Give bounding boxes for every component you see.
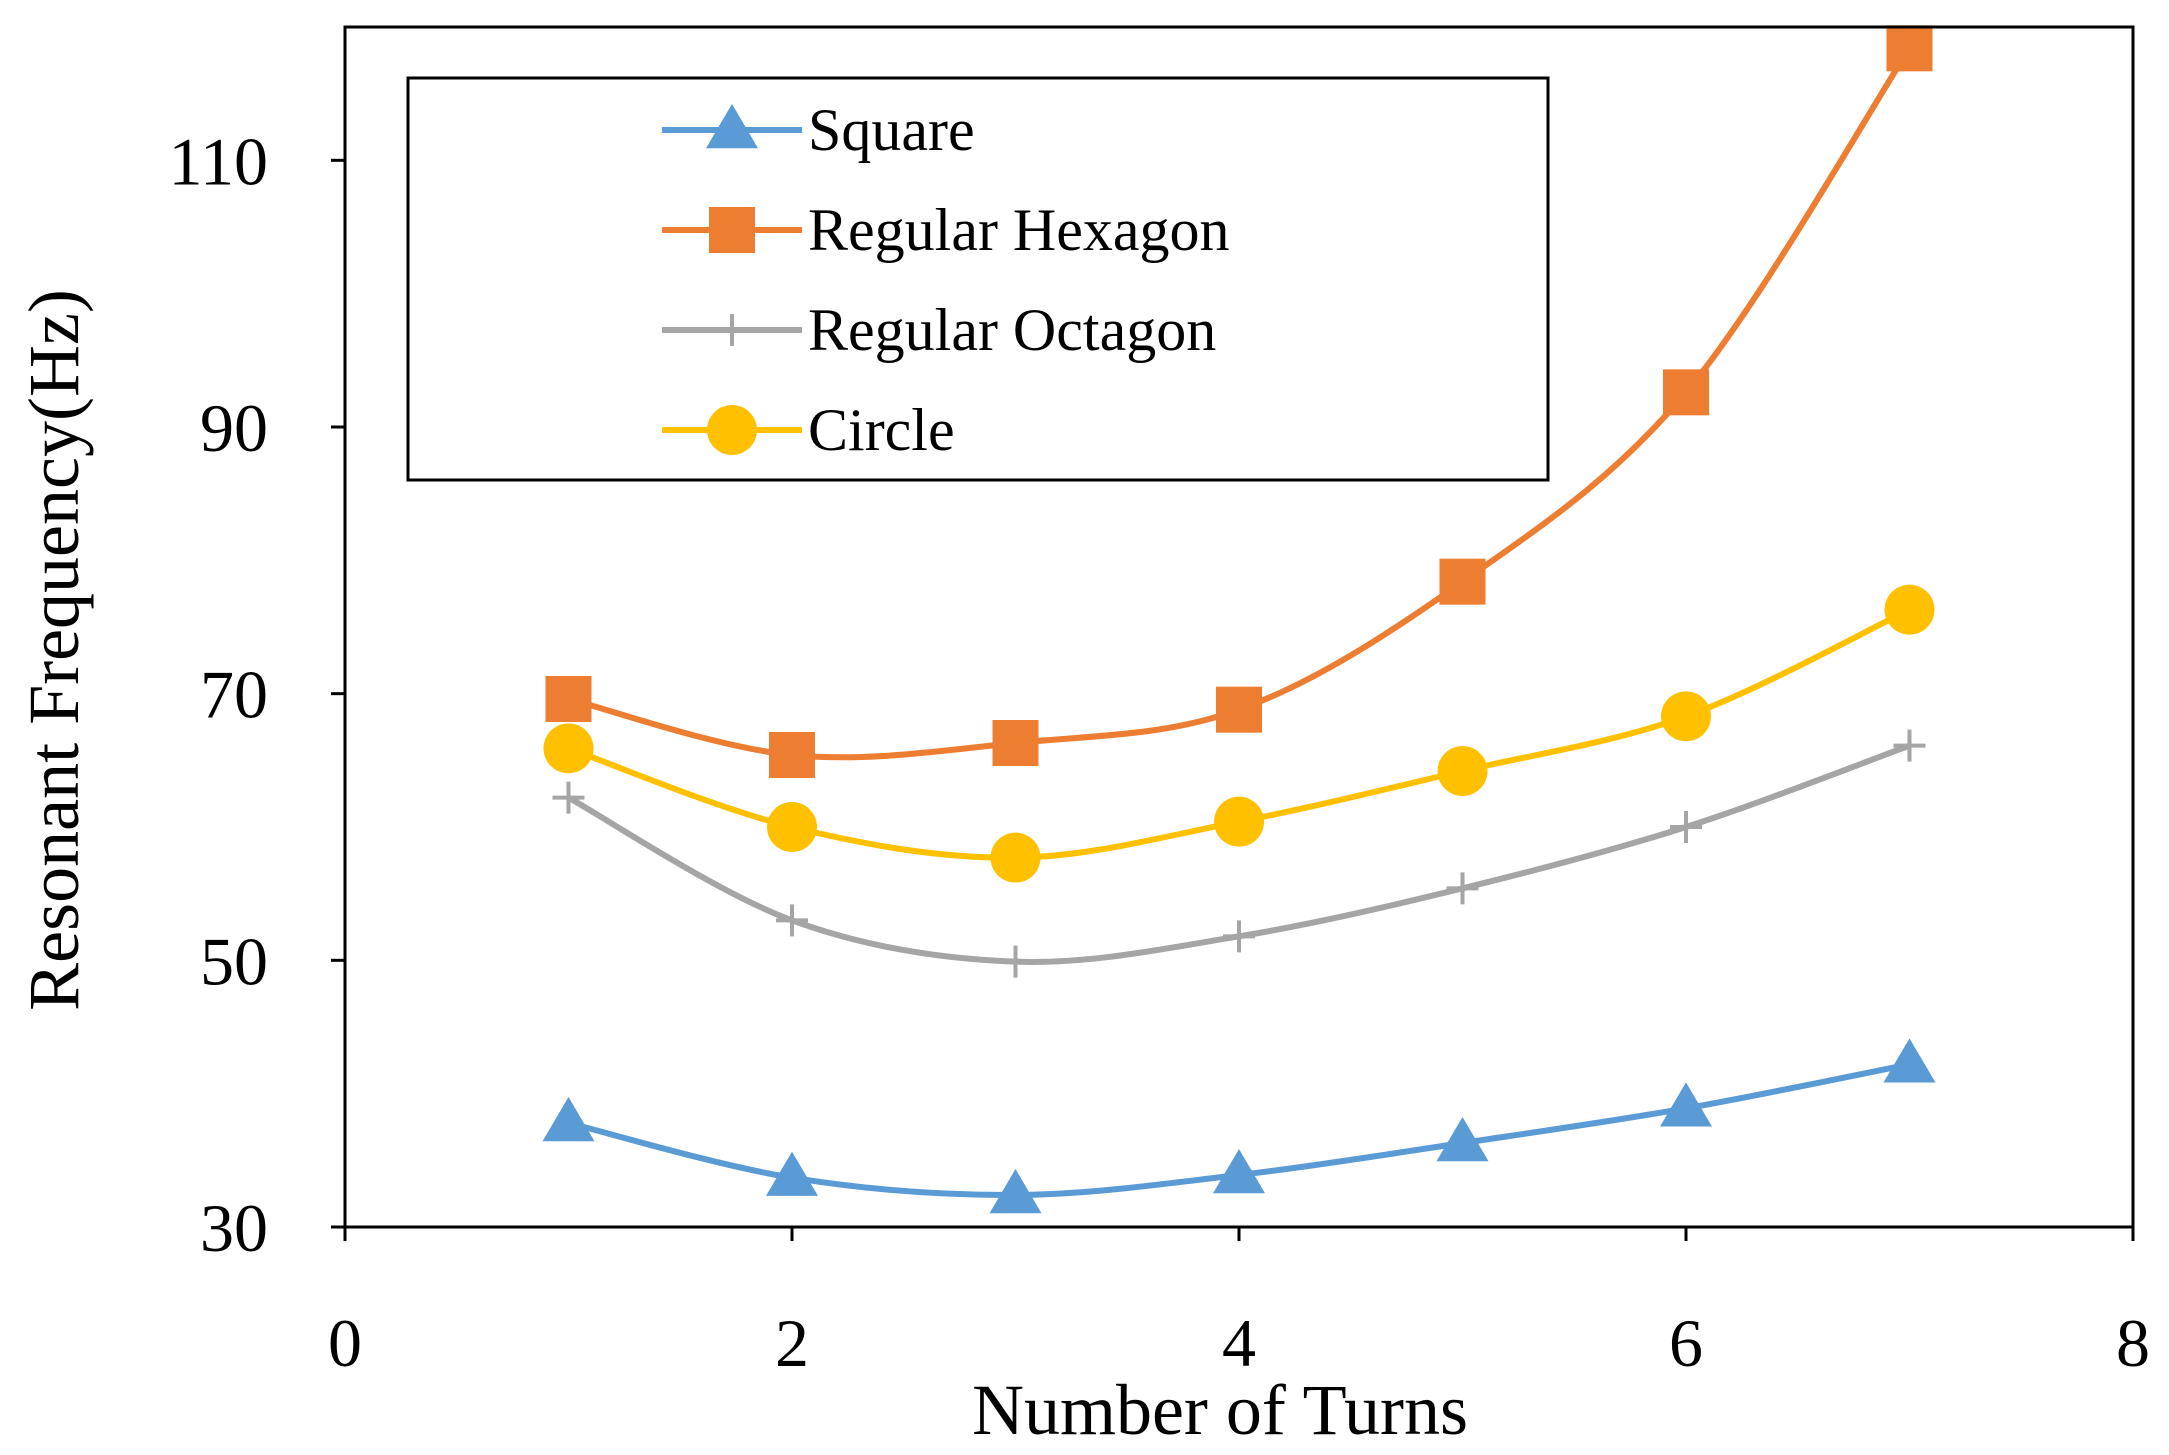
legend-item-circle: Circle xyxy=(662,397,955,463)
legend-item-regular-hexagon: Regular Hexagon xyxy=(662,197,1230,263)
x-tick-label-4: 4 xyxy=(1222,1305,1256,1381)
data-point-regular-octagon-4 xyxy=(1223,920,1255,953)
legend-label-regular-hexagon: Regular Hexagon xyxy=(808,197,1230,263)
series-square xyxy=(542,1038,1936,1214)
data-point-square-3 xyxy=(989,1169,1042,1214)
y-tick-label-90: 90 xyxy=(200,390,268,466)
x-tick-label-8: 8 xyxy=(2116,1305,2150,1381)
axis-ticks: 0 2 4 6 8 30 50 70 90 110 xyxy=(169,123,2150,1381)
data-point-circle-3 xyxy=(990,832,1041,883)
data-point-square-7 xyxy=(1883,1038,1936,1083)
series-regular-octagon xyxy=(552,729,1926,978)
data-point-regular-hexagon-5 xyxy=(1439,558,1486,605)
y-tick-label-70: 70 xyxy=(200,657,268,733)
x-axis-title: Number of Turns xyxy=(972,1370,1468,1450)
legend-item-square: Square xyxy=(662,97,975,163)
legend: Square Regular Hexagon Regular Octagon Circ… xyxy=(406,76,1550,482)
data-point-regular-hexagon-6 xyxy=(1663,369,1709,416)
legend-item-regular-octagon: Regular Octagon xyxy=(662,297,1216,363)
series-layer xyxy=(542,25,1936,1214)
data-point-regular-octagon-6 xyxy=(1670,811,1702,843)
legend-marker-square xyxy=(706,104,758,149)
data-point-regular-octagon-5 xyxy=(1446,872,1479,905)
series-regular-hexagon xyxy=(545,25,1933,778)
y-tick-label-50: 50 xyxy=(200,923,268,999)
legend-label-regular-octagon: Regular Octagon xyxy=(808,297,1216,363)
legend-label-square: Square xyxy=(808,97,975,163)
data-point-regular-hexagon-4 xyxy=(1216,686,1262,733)
legend-box xyxy=(406,76,1550,482)
data-point-regular-octagon-7 xyxy=(1893,729,1926,762)
data-point-square-1 xyxy=(542,1097,595,1142)
data-point-square-5 xyxy=(1436,1117,1489,1162)
data-point-circle-4 xyxy=(1214,796,1264,847)
legend-marker-circle xyxy=(707,405,757,455)
data-point-regular-octagon-3 xyxy=(999,945,1032,978)
x-tick-label-6: 6 xyxy=(1669,1305,1703,1381)
data-point-circle-6 xyxy=(1661,691,1711,742)
data-point-regular-octagon-2 xyxy=(776,904,808,937)
y-axis-title: Resonant Frequency(Hz) xyxy=(14,289,94,1011)
series-circle xyxy=(543,584,1935,883)
legend-marker-regular-hexagon xyxy=(709,207,755,253)
legend-label-circle: Circle xyxy=(808,397,955,463)
data-point-regular-hexagon-1 xyxy=(545,676,592,722)
data-point-regular-octagon-1 xyxy=(552,781,585,814)
data-point-regular-hexagon-3 xyxy=(992,720,1039,766)
x-tick-label-0: 0 xyxy=(328,1305,362,1381)
data-point-circle-5 xyxy=(1437,746,1488,796)
data-point-circle-2 xyxy=(767,802,817,852)
data-point-regular-hexagon-7 xyxy=(1886,25,1933,72)
data-point-square-6 xyxy=(1660,1082,1712,1127)
data-point-regular-hexagon-2 xyxy=(769,732,815,778)
data-point-square-2 xyxy=(766,1151,818,1196)
data-point-square-4 xyxy=(1213,1149,1265,1194)
x-tick-label-2: 2 xyxy=(775,1305,809,1381)
legend-marker-regular-octagon xyxy=(716,314,748,346)
y-tick-label-110: 110 xyxy=(169,123,268,199)
y-tick-label-30: 30 xyxy=(200,1190,268,1266)
data-point-circle-1 xyxy=(543,723,594,774)
data-point-circle-7 xyxy=(1884,584,1935,635)
